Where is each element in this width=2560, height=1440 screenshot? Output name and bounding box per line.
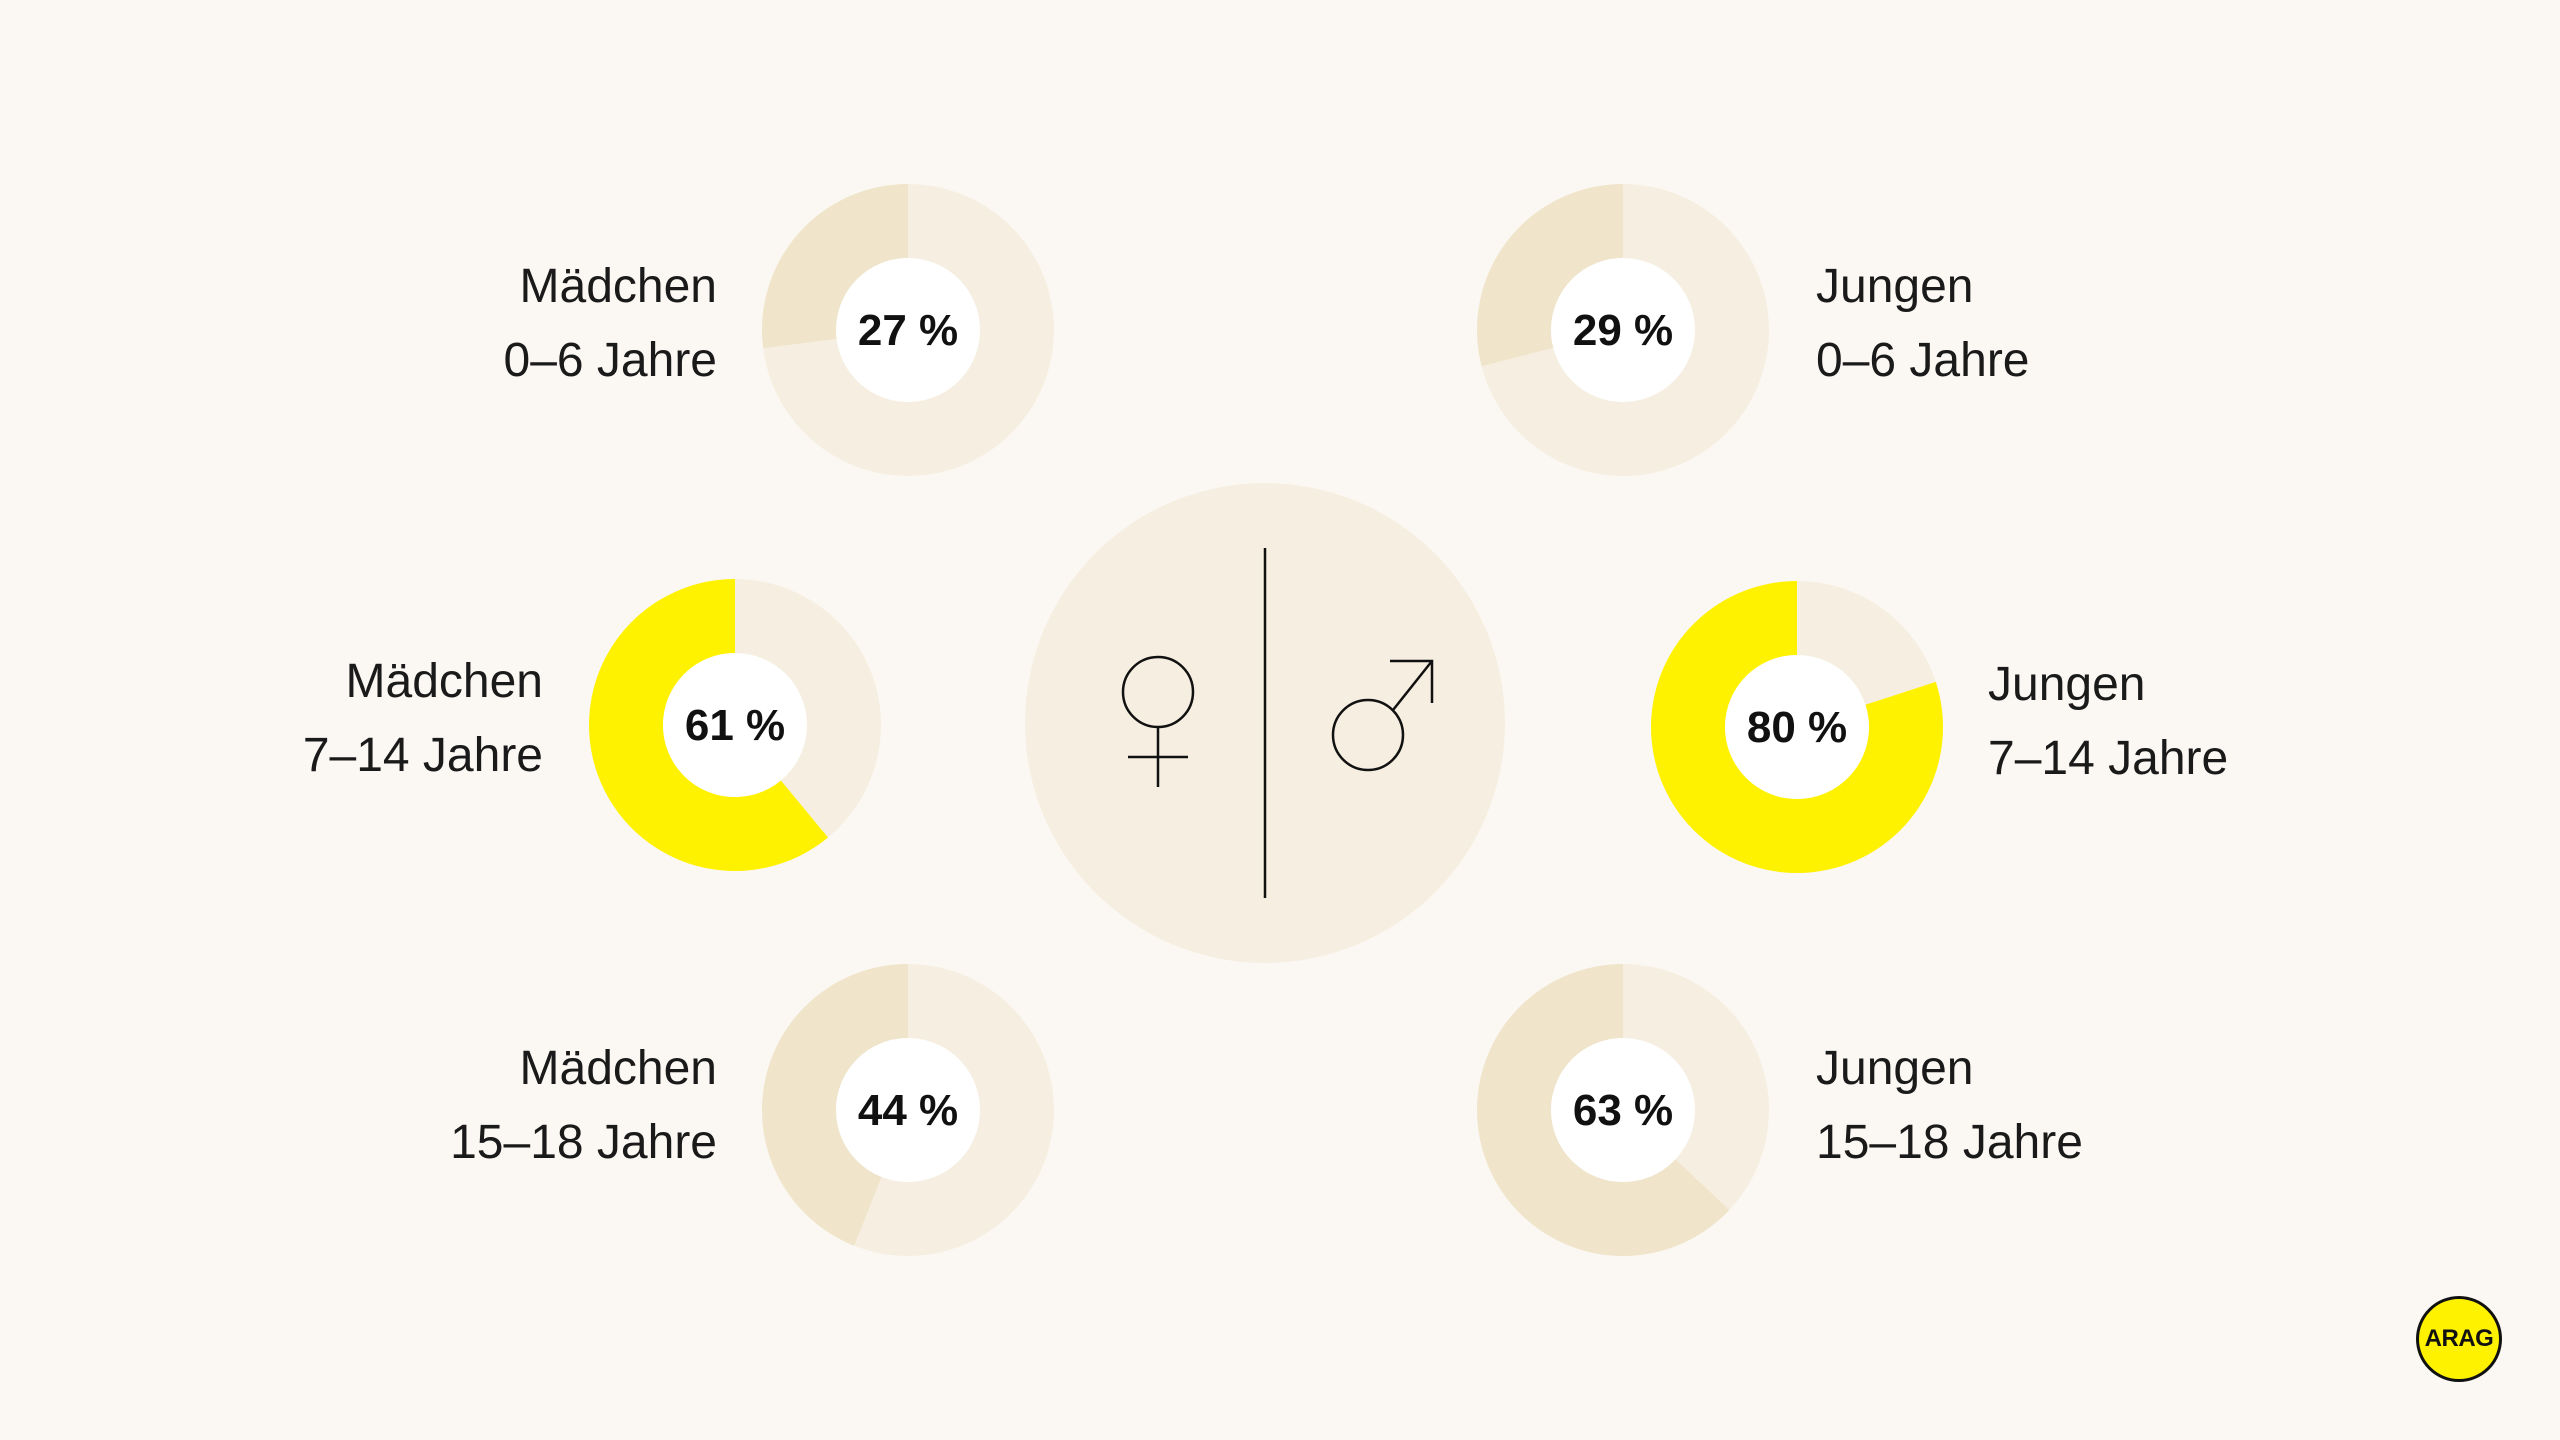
donut-charts: 27 % 61 % 44 % 29 % 80 % 63 % — [589, 184, 1943, 1256]
donut-chart: 80 % — [1650, 581, 1943, 873]
donut-hole — [836, 1038, 980, 1182]
age-label: 15–18 Jahre — [450, 1116, 717, 1169]
donut-value-segment — [1477, 184, 1623, 367]
donut-hole — [836, 258, 980, 402]
donut-chart: 44 % — [762, 964, 1054, 1256]
group-label: Jungen — [1988, 658, 2146, 711]
donut-value-label: 27 % — [858, 306, 958, 355]
donut-chart: 61 % — [589, 579, 881, 871]
label-jungen-7-14: Jungen 7–14 Jahre — [1988, 648, 2228, 796]
female-symbol-icon — [1121, 655, 1195, 787]
age-label: 0–6 Jahre — [1816, 334, 2030, 387]
label-maedchen-0-6: Mädchen 0–6 Jahre — [504, 250, 718, 398]
male-symbol-icon — [1331, 659, 1434, 772]
donut-value-label: 29 % — [1573, 306, 1673, 355]
donut-value-label: 63 % — [1573, 1086, 1673, 1135]
donut-chart: 29 % — [1477, 184, 1769, 476]
age-label: 7–14 Jahre — [302, 729, 543, 782]
gender-center — [1025, 483, 1505, 963]
donut-hole — [1725, 655, 1869, 799]
donut-value-label: 61 % — [685, 701, 785, 750]
group-label: Mädchen — [519, 260, 717, 313]
label-maedchen-7-14: Mädchen 7–14 Jahre — [303, 645, 543, 793]
donut-value-segment — [1477, 964, 1730, 1256]
age-label: 0–6 Jahre — [503, 334, 718, 387]
donut-value-segment — [761, 184, 908, 349]
age-label: 7–14 Jahre — [1988, 732, 2229, 785]
label-jungen-15-18: Jungen 15–18 Jahre — [1816, 1032, 2083, 1180]
donut-value-segment — [589, 579, 829, 871]
donut-hole — [1551, 258, 1695, 402]
donut-chart: 63 % — [1477, 964, 1769, 1256]
label-jungen-0-6: Jungen 0–6 Jahre — [1816, 250, 2030, 398]
donut-value-label: 80 % — [1747, 703, 1847, 752]
group-label: Jungen — [1816, 1042, 1974, 1095]
age-label: 15–18 Jahre — [1816, 1116, 2083, 1169]
donut-value-segment — [762, 964, 908, 1246]
donut-chart: 27 % — [761, 184, 1054, 476]
donut-hole — [663, 653, 807, 797]
donut-value-label: 44 % — [858, 1086, 958, 1135]
arag-logo: ARAG — [2416, 1296, 2502, 1382]
group-label: Mädchen — [519, 1042, 717, 1095]
group-label: Jungen — [1816, 260, 1974, 313]
donut-hole — [1551, 1038, 1695, 1182]
label-maedchen-15-18: Mädchen 15–18 Jahre — [450, 1032, 717, 1180]
donut-value-segment — [1650, 581, 1943, 873]
group-label: Mädchen — [345, 655, 543, 708]
